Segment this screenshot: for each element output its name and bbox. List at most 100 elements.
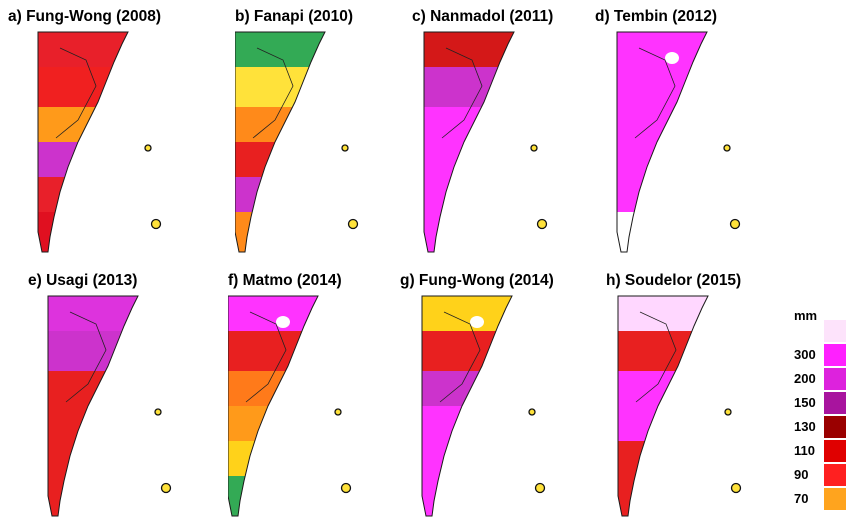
coastline [228, 295, 319, 517]
rainfall-band [228, 406, 318, 446]
rainfall-band [424, 142, 514, 182]
panel-title: a) Fung-Wong (2008) [8, 8, 161, 25]
legend-swatch [824, 344, 846, 366]
rainfall-band [38, 142, 128, 182]
island [530, 144, 538, 152]
island [730, 482, 742, 494]
legend-swatch [824, 464, 846, 486]
rainfall-band [235, 67, 325, 112]
county-border [635, 311, 677, 403]
rainfall-band [235, 212, 325, 252]
rainfall-band [424, 67, 514, 112]
rainfall-spot [276, 316, 290, 328]
rainfall-band [48, 371, 138, 411]
rainfall-band [617, 107, 707, 147]
rainfall-band [235, 142, 325, 182]
island [729, 218, 741, 230]
panel-title: f) Matmo (2014) [228, 272, 342, 289]
county-border [439, 311, 481, 403]
rainfall-band [38, 177, 128, 217]
panel-title: g) Fung-Wong (2014) [400, 272, 554, 289]
rainfall-band [422, 406, 512, 446]
rainfall-map [235, 31, 359, 253]
legend-swatch [824, 440, 846, 462]
rainfall-band [38, 107, 128, 147]
rainfall-spot [665, 52, 679, 64]
island [347, 218, 359, 230]
legend-label: 90 [794, 467, 809, 482]
island [144, 144, 152, 152]
rainfall-map [423, 31, 548, 253]
rainfall-map [228, 295, 352, 517]
rainfall-band [618, 441, 708, 481]
coastline [616, 31, 708, 253]
coastline [235, 31, 326, 253]
rainfall-band [618, 371, 708, 411]
rainfall-legend: mm 300 200 150 130 110 90 70 [782, 302, 848, 513]
rainfall-map [617, 295, 742, 517]
rainfall-band [235, 177, 325, 217]
rainfall-band [228, 476, 318, 516]
county-border [252, 47, 294, 139]
panel-title: e) Usagi (2013) [28, 272, 138, 289]
island [341, 144, 349, 152]
rainfall-band [228, 331, 318, 376]
map-panel: e) Usagi (2013) [28, 272, 228, 522]
legend-label: 300 [794, 347, 816, 362]
coastline [617, 295, 709, 517]
legend-swatch [824, 392, 846, 414]
island [723, 144, 731, 152]
panel-title: d) Tembin (2012) [595, 8, 718, 25]
rainfall-band [422, 331, 512, 376]
rainfall-band [48, 406, 138, 446]
rainfall-band [617, 142, 707, 182]
rainfall-band [617, 67, 707, 112]
rainfall-band [422, 371, 512, 411]
legend-swatch [824, 368, 846, 390]
island [534, 482, 546, 494]
legend-label: 70 [794, 491, 809, 506]
rainfall-band [48, 331, 138, 376]
rainfall-band [235, 107, 325, 147]
map-panel: f) Matmo (2014) [228, 272, 428, 522]
map-panel: a) Fung-Wong (2008) [8, 8, 208, 258]
panel-title: b) Fanapi (2010) [235, 8, 353, 25]
rainfall-map [47, 295, 172, 517]
rainfall-band [424, 107, 514, 147]
coastline [47, 295, 139, 517]
island [340, 482, 352, 494]
legend-swatch [824, 416, 846, 438]
map-panel: h) Soudelor (2015) [606, 272, 806, 522]
island [536, 218, 548, 230]
island [150, 218, 162, 230]
rainfall-band [618, 476, 708, 516]
rainfall-spot [675, 147, 689, 159]
rainfall-band [424, 177, 514, 217]
rainfall-band [618, 406, 708, 446]
rainfall-band [38, 67, 128, 112]
rainfall-map [37, 31, 162, 253]
coastline [421, 295, 513, 517]
rainfall-band [422, 476, 512, 516]
legend-swatch [824, 320, 846, 342]
rainfall-band [38, 212, 128, 252]
rainfall-band [617, 177, 707, 217]
legend-label: 110 [794, 443, 815, 458]
rainfall-band [422, 441, 512, 481]
rainfall-map [616, 31, 741, 253]
rainfall-map [421, 295, 546, 517]
rainfall-band [617, 212, 707, 252]
island [724, 408, 732, 416]
rainfall-band [48, 441, 138, 481]
map-panel: c) Nanmadol (2011) [412, 8, 612, 258]
legend-swatch [824, 488, 846, 510]
legend-label: 130 [794, 419, 816, 434]
panel-title: h) Soudelor (2015) [606, 272, 742, 289]
panel-title: c) Nanmadol (2011) [412, 8, 554, 25]
county-border [634, 47, 676, 139]
rainfall-band [228, 441, 318, 481]
coastline [423, 31, 515, 253]
county-border [65, 311, 107, 403]
rainfall-band [618, 331, 708, 376]
legend-label: 150 [794, 395, 816, 410]
